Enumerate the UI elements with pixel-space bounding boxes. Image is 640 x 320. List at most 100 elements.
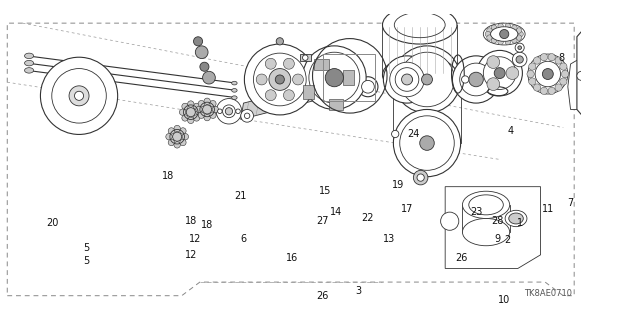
Circle shape — [487, 28, 492, 33]
Text: 8: 8 — [559, 53, 564, 63]
Ellipse shape — [440, 212, 459, 230]
Circle shape — [174, 125, 180, 132]
Text: 23: 23 — [470, 207, 483, 217]
Circle shape — [527, 70, 534, 78]
Text: 6: 6 — [241, 234, 246, 244]
Circle shape — [193, 115, 200, 121]
Circle shape — [325, 68, 344, 87]
Circle shape — [533, 84, 541, 91]
Ellipse shape — [463, 219, 509, 246]
Ellipse shape — [509, 213, 524, 224]
Text: 14: 14 — [330, 207, 342, 217]
Circle shape — [413, 170, 428, 185]
Ellipse shape — [460, 63, 492, 96]
Circle shape — [630, 31, 640, 42]
Bar — [303, 85, 314, 100]
Text: 28: 28 — [492, 216, 504, 226]
Ellipse shape — [24, 53, 34, 59]
Text: 26: 26 — [316, 291, 329, 301]
Ellipse shape — [468, 195, 503, 215]
Circle shape — [506, 67, 519, 79]
Circle shape — [292, 74, 303, 85]
Text: TK8AE0710: TK8AE0710 — [524, 289, 572, 298]
Text: 22: 22 — [362, 213, 374, 223]
Circle shape — [487, 78, 500, 91]
Circle shape — [236, 109, 240, 114]
Circle shape — [518, 46, 522, 50]
Ellipse shape — [390, 62, 424, 97]
Ellipse shape — [362, 80, 374, 93]
Circle shape — [210, 100, 216, 107]
Ellipse shape — [69, 86, 89, 106]
Ellipse shape — [383, 6, 457, 44]
Circle shape — [560, 63, 567, 70]
Ellipse shape — [400, 52, 454, 107]
Text: 24: 24 — [407, 129, 420, 139]
Text: 17: 17 — [401, 204, 413, 214]
Circle shape — [203, 71, 215, 84]
Circle shape — [630, 100, 640, 110]
Ellipse shape — [605, 62, 621, 79]
Circle shape — [540, 53, 548, 61]
Text: 12: 12 — [184, 250, 197, 260]
Ellipse shape — [339, 77, 355, 93]
Text: 27: 27 — [316, 216, 329, 226]
Bar — [329, 100, 344, 110]
Circle shape — [401, 74, 412, 85]
Circle shape — [166, 133, 172, 140]
Bar — [344, 70, 355, 85]
Text: 18: 18 — [185, 216, 197, 226]
Text: 3: 3 — [356, 286, 362, 296]
Ellipse shape — [528, 54, 568, 94]
Circle shape — [516, 56, 524, 63]
Circle shape — [548, 87, 556, 94]
Ellipse shape — [216, 99, 242, 124]
Circle shape — [210, 112, 216, 118]
Circle shape — [494, 68, 505, 79]
Circle shape — [468, 72, 483, 87]
Circle shape — [193, 37, 203, 46]
Circle shape — [392, 130, 399, 138]
Ellipse shape — [483, 23, 525, 45]
Ellipse shape — [400, 116, 454, 170]
Circle shape — [284, 58, 294, 69]
Ellipse shape — [74, 91, 84, 100]
Ellipse shape — [52, 68, 106, 123]
Text: 15: 15 — [319, 186, 332, 196]
Ellipse shape — [24, 60, 34, 66]
Ellipse shape — [394, 46, 461, 113]
Circle shape — [548, 53, 556, 61]
Circle shape — [405, 76, 412, 83]
Circle shape — [529, 78, 536, 85]
Circle shape — [555, 57, 562, 64]
Circle shape — [533, 57, 541, 64]
Circle shape — [276, 38, 284, 45]
Ellipse shape — [452, 56, 500, 103]
Circle shape — [577, 71, 586, 80]
Ellipse shape — [232, 81, 237, 85]
Polygon shape — [241, 78, 346, 119]
Circle shape — [218, 109, 222, 114]
Circle shape — [485, 31, 491, 37]
Text: 13: 13 — [383, 234, 395, 244]
Text: 7: 7 — [568, 198, 573, 208]
Ellipse shape — [535, 61, 561, 87]
Circle shape — [225, 108, 232, 115]
Circle shape — [500, 29, 509, 39]
Circle shape — [198, 112, 205, 118]
Circle shape — [560, 78, 567, 85]
Circle shape — [212, 106, 218, 113]
Text: 20: 20 — [47, 218, 59, 228]
Text: 2: 2 — [504, 235, 510, 245]
Text: 10: 10 — [498, 295, 510, 305]
Circle shape — [182, 115, 188, 121]
Ellipse shape — [383, 56, 431, 103]
Ellipse shape — [505, 210, 527, 227]
Circle shape — [540, 87, 548, 94]
Ellipse shape — [309, 52, 360, 103]
Ellipse shape — [244, 44, 316, 115]
Text: 5: 5 — [83, 256, 90, 266]
Circle shape — [182, 133, 189, 140]
Text: 18: 18 — [201, 220, 213, 230]
Circle shape — [303, 55, 308, 60]
